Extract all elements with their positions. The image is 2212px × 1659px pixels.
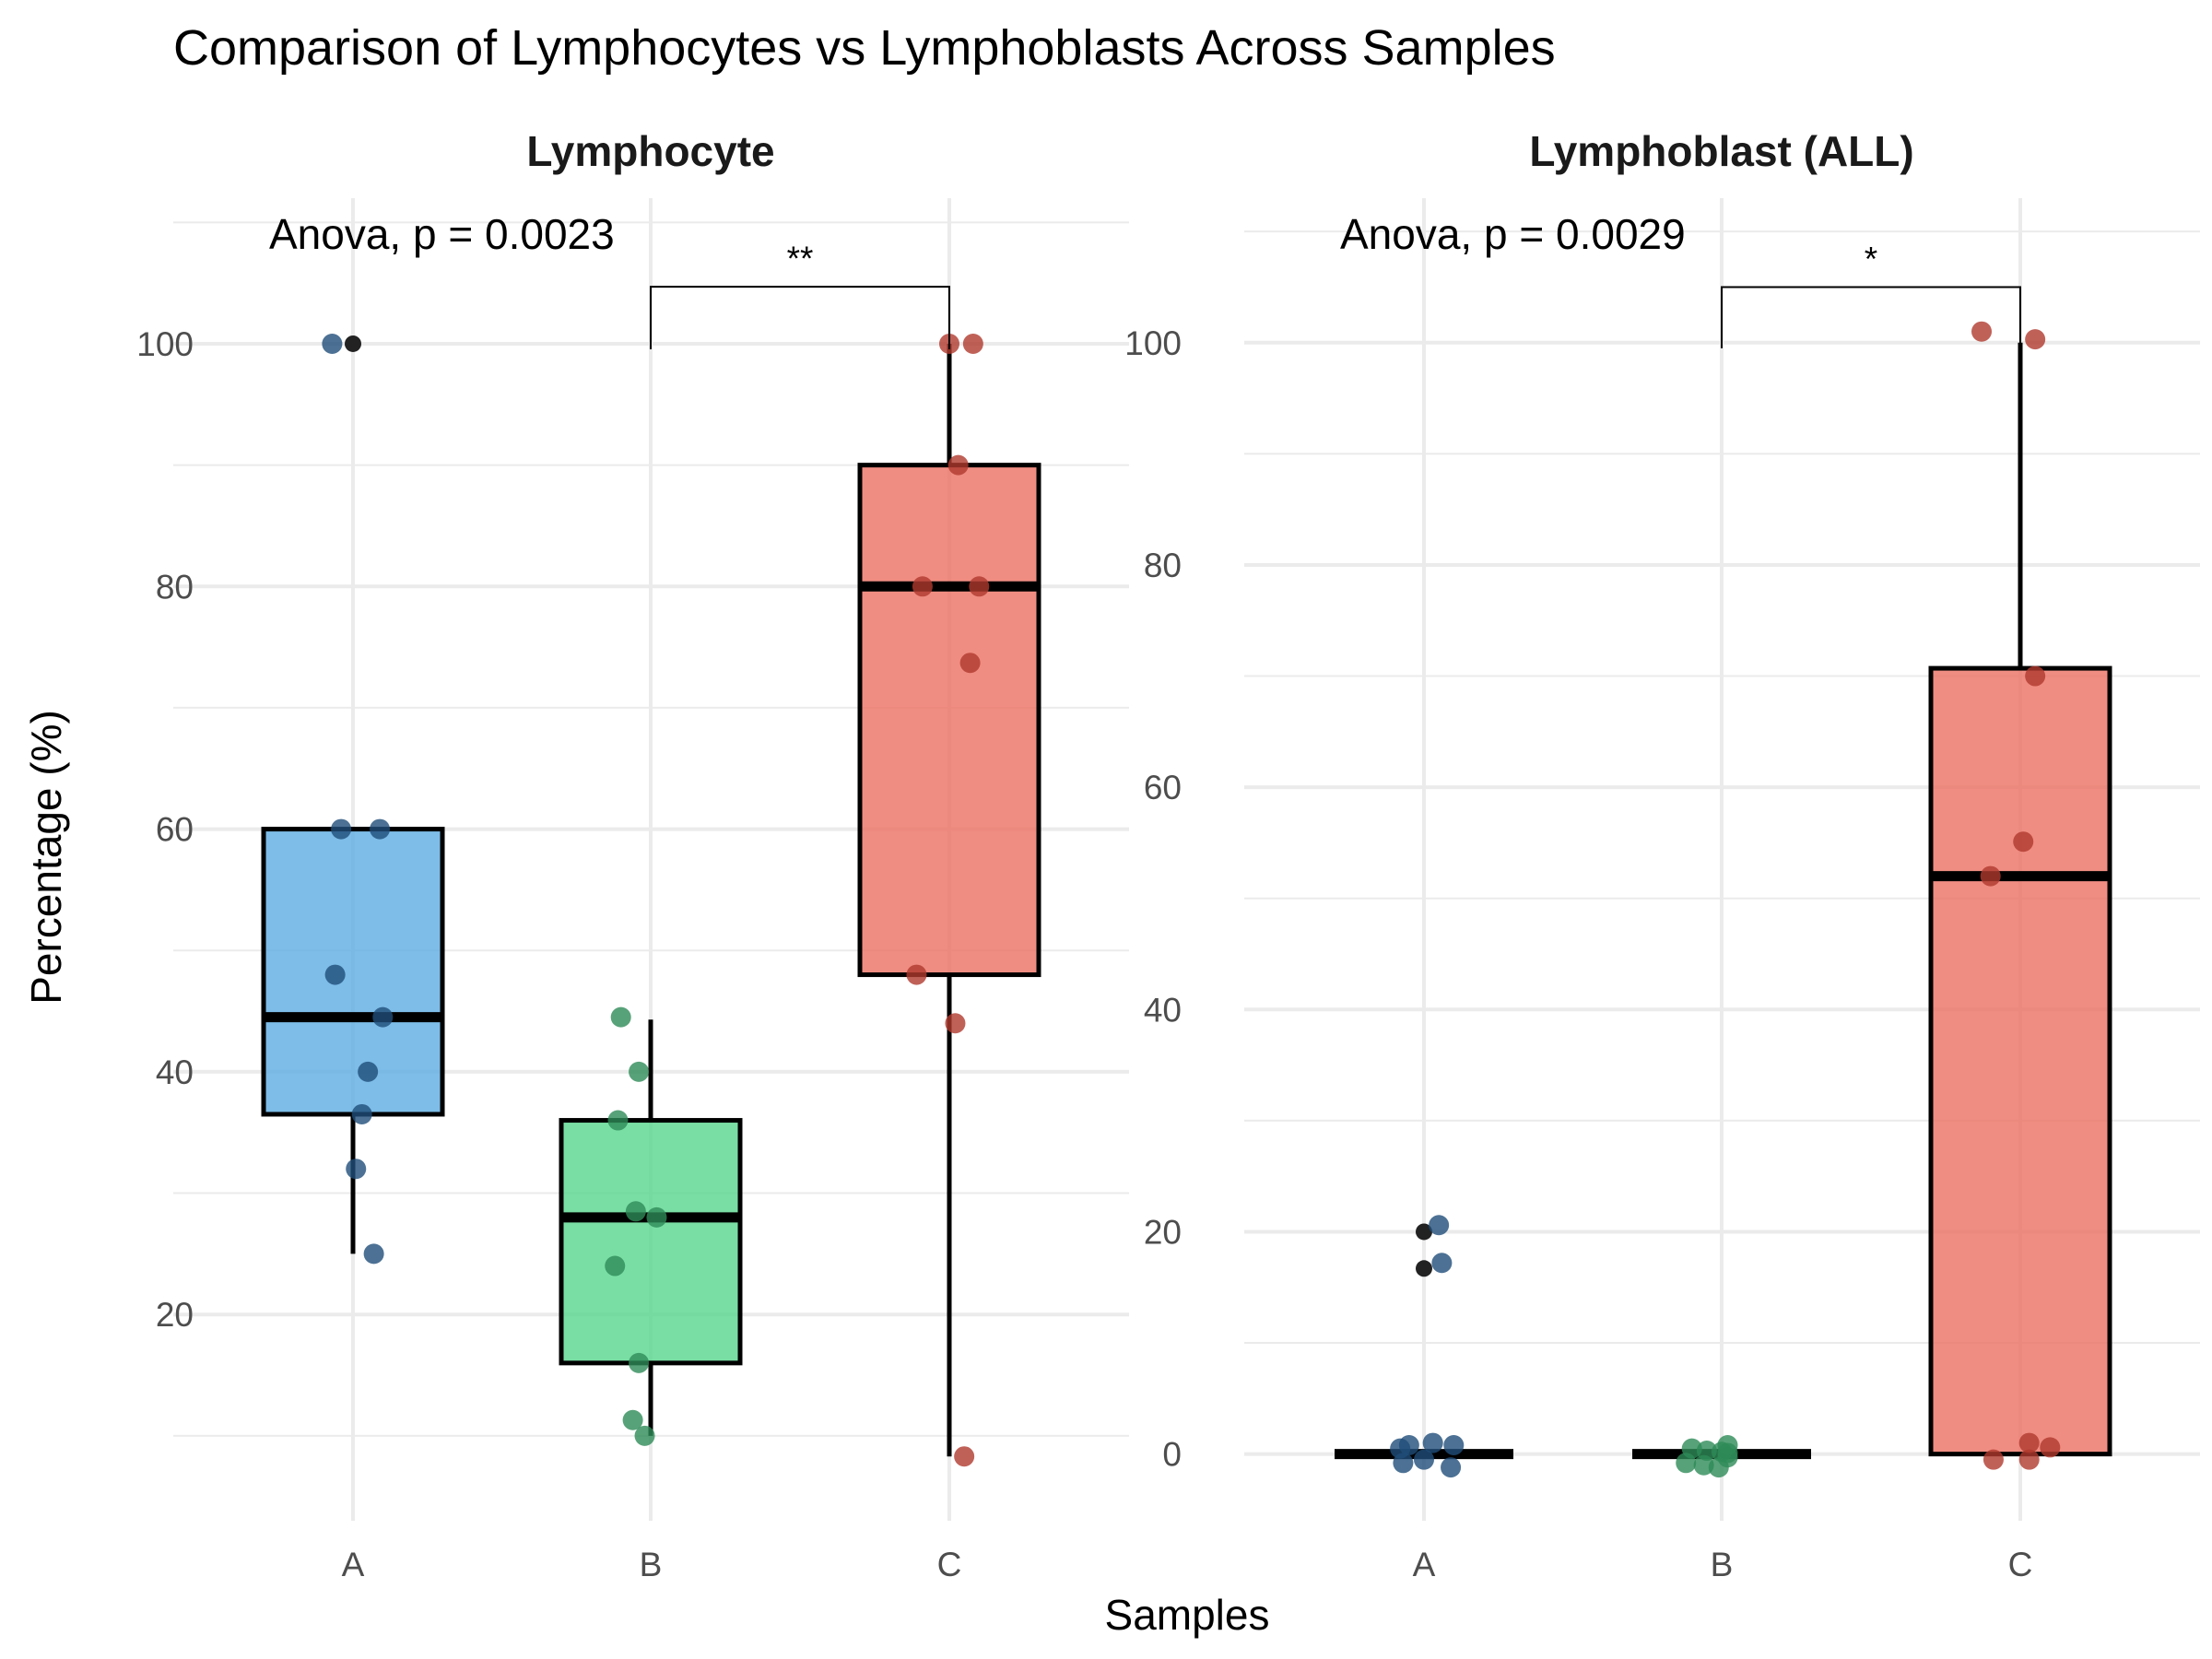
panel-title-lymphocyte: Lymphocyte [526,127,774,175]
data-point [324,964,346,985]
box-C [1928,665,2112,1457]
data-point [2018,1449,2040,1470]
data-point [634,1425,655,1446]
data-point [1441,1457,1462,1478]
significance-bracket [650,286,950,350]
x-tick-label: A [342,1546,365,1583]
data-point [610,1006,631,1028]
data-point [945,1013,966,1034]
x-tick-label: B [1711,1546,1734,1583]
y-tick-label: 100 [136,325,194,363]
data-point [372,1006,394,1028]
data-point [370,818,391,840]
data-point [351,1103,372,1124]
data-point [962,333,983,354]
data-point [1443,1435,1465,1455]
data-point [2013,831,2034,853]
data-point [2018,1432,2040,1453]
data-point [1971,321,1993,342]
data-point [1980,865,2001,887]
significance-label: ** [787,240,814,277]
box-C [857,463,1041,978]
x-tick-label: A [1413,1546,1436,1583]
y-axis-title: Percentage (%) [22,710,70,1005]
anova-annotation: Anova, p = 0.0029 [1340,210,1686,258]
data-point [1708,1457,1729,1478]
significance-bracket [1721,286,2021,348]
data-point [2040,1437,2061,1458]
data-point [959,653,981,674]
y-tick-label: 60 [1144,769,1182,806]
data-point [363,1243,384,1265]
data-point [1693,1454,1714,1476]
anova-annotation: Anova, p = 0.0023 [269,210,615,258]
data-point [322,333,343,354]
data-point [906,964,927,985]
y-tick-label: 60 [156,811,194,849]
data-point [912,576,933,597]
data-point [2025,329,2046,350]
data-point [358,1061,379,1082]
data-point [947,454,969,476]
data-point [331,818,352,840]
data-point [1398,1435,1419,1455]
data-point [625,1201,646,1222]
data-point [1414,1449,1434,1470]
data-point [629,1061,650,1082]
data-point [1717,1435,1738,1455]
outlier-point [1416,1260,1432,1277]
box-A [261,827,445,1117]
data-point [346,1159,367,1180]
data-point [1393,1453,1414,1474]
data-point [605,1255,626,1277]
data-point [646,1206,667,1228]
x-tick-label: C [937,1546,962,1583]
data-point [629,1352,650,1373]
outlier-point [1416,1223,1432,1241]
data-point [1676,1453,1697,1474]
data-point [1431,1253,1453,1274]
data-point [954,1446,975,1467]
x-tick-label: C [2008,1546,2033,1583]
y-tick-label: 80 [1144,547,1182,584]
data-point [2025,665,2046,687]
data-point [969,576,990,597]
significance-label: * [1865,240,1877,277]
chart-title: Comparison of Lymphocytes vs Lymphoblast… [173,20,1556,76]
panel-title-lymphoblast: Lymphoblast (ALL) [1529,127,1913,175]
data-point [1983,1449,2004,1470]
data-point [607,1110,629,1131]
y-tick-label: 40 [156,1053,194,1091]
y-tick-label: 20 [156,1296,194,1334]
data-point [1422,1432,1443,1453]
y-tick-label: 100 [1124,324,1182,362]
y-tick-label: 80 [156,568,194,606]
y-tick-label: 20 [1144,1213,1182,1251]
x-axis-title: Samples [1105,1591,1270,1639]
panel-1: 0 20 40 60 80 100 A B C * Anova, p = 0.0029 [1124,198,2200,1583]
y-tick-label: 0 [1162,1436,1182,1474]
outlier-point [345,335,361,352]
box-B [559,1118,743,1366]
y-tick-label: 40 [1144,991,1182,1029]
data-point [1429,1215,1450,1236]
panel-0: 20 40 60 80 100 A B C ** Anova, p = 0.0023 [136,198,1129,1583]
data-point [622,1409,643,1430]
x-tick-label: B [640,1546,663,1583]
